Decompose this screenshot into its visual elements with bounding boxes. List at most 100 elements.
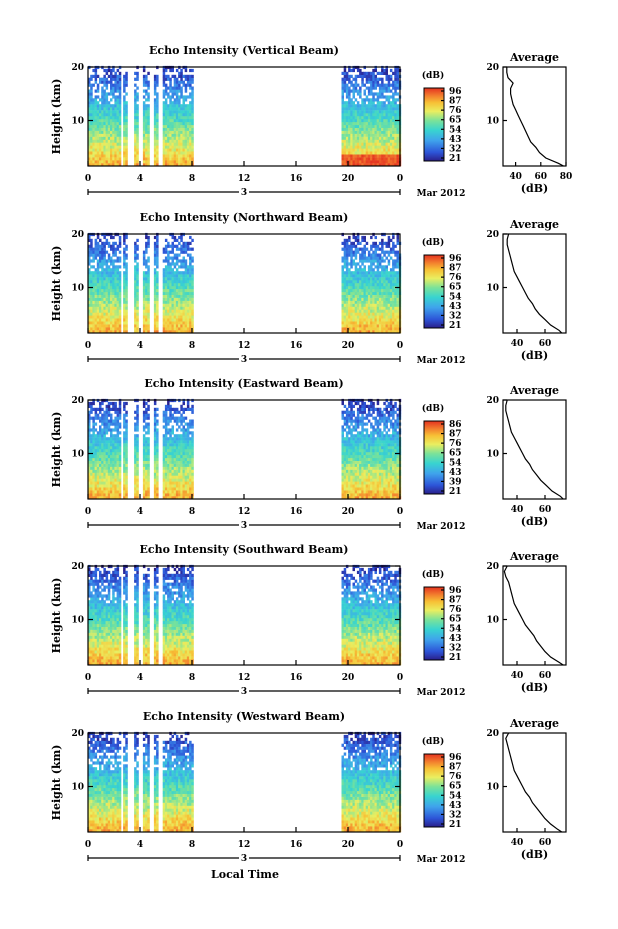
- heatmap-cell: [385, 124, 388, 128]
- heatmap-cell: [178, 86, 181, 90]
- heatmap-cell: [175, 297, 179, 301]
- heatmap-cell: [167, 407, 170, 411]
- heatmap-cell: [184, 110, 188, 114]
- heatmap-cell: [105, 463, 109, 467]
- heatmap-cell: [125, 446, 128, 450]
- heatmap-cell: [356, 68, 360, 73]
- heatmap-cell: [180, 457, 183, 461]
- heatmap-cell: [191, 130, 194, 134]
- heatmap-cell: [396, 312, 399, 316]
- heatmap-cell: [186, 104, 190, 108]
- heatmap-cell: [343, 285, 347, 290]
- heatmap-cell: [107, 466, 111, 470]
- heatmap-cell: [153, 163, 157, 167]
- heatmap-cell: [92, 431, 95, 435]
- heatmap-cell: [365, 154, 369, 158]
- heatmap-cell: [184, 83, 188, 87]
- heatmap-cell: [118, 95, 122, 99]
- heatmap-cell: [134, 312, 137, 316]
- heatmap-cell: [114, 151, 117, 155]
- heatmap-cell: [105, 419, 109, 423]
- heatmap-cell: [383, 160, 386, 164]
- heatmap-cell: [394, 250, 397, 254]
- heatmap-cell: [354, 86, 358, 90]
- heatmap-cell: [105, 478, 109, 482]
- heatmap-cell: [90, 315, 93, 319]
- heatmap-cell: [142, 101, 146, 105]
- heatmap-cell: [99, 80, 102, 84]
- average-y-tick-label: 20: [486, 230, 499, 240]
- heatmap-cell: [114, 463, 117, 467]
- heatmap-cell: [156, 98, 159, 102]
- heatmap-cell: [359, 157, 362, 161]
- heatmap-cell: [385, 136, 388, 140]
- heatmap-cell: [374, 250, 377, 254]
- heatmap-cell: [101, 434, 104, 438]
- heatmap-cell: [361, 148, 364, 152]
- heatmap-cell: [110, 407, 113, 411]
- heatmap-cell: [96, 160, 100, 164]
- heatmap-cell: [110, 490, 113, 494]
- heatmap-cell: [186, 496, 190, 500]
- heatmap-cell: [381, 130, 384, 134]
- heatmap-cell: [367, 151, 371, 155]
- heatmap-cell: [164, 89, 168, 93]
- heatmap-cell: [123, 241, 126, 245]
- heatmap-cell: [153, 133, 157, 137]
- heatmap-cell: [162, 157, 166, 161]
- heatmap-cell: [103, 280, 106, 284]
- heatmap-cell: [142, 77, 146, 81]
- heatmap-cell: [191, 89, 194, 93]
- heatmap-cell: [173, 265, 177, 269]
- heatmap-cell: [169, 443, 172, 447]
- heatmap-cell: [114, 130, 117, 134]
- heatmap-cell: [88, 160, 91, 164]
- heatmap-cell: [191, 291, 194, 295]
- heatmap-cell: [175, 154, 179, 158]
- heatmap-cell: [162, 475, 166, 479]
- heatmap-cell: [363, 265, 366, 269]
- heatmap-cell: [145, 463, 148, 467]
- heatmap-cell: [118, 410, 122, 414]
- heatmap-cell: [387, 127, 391, 131]
- heatmap-cell: [171, 428, 174, 432]
- heatmap-cell: [136, 104, 139, 108]
- heatmap-cell: [96, 116, 100, 120]
- heatmap-cell: [136, 280, 139, 284]
- heatmap-cell: [153, 77, 157, 81]
- heatmap-cell: [105, 274, 109, 278]
- heatmap-cell: [354, 250, 358, 254]
- heatmap-cell: [96, 443, 100, 447]
- heatmap-cell: [110, 294, 113, 298]
- heatmap-cell: [385, 280, 388, 284]
- heatmap-cell: [189, 124, 192, 128]
- heatmap-cell: [171, 300, 174, 304]
- heatmap-cell: [365, 306, 369, 310]
- heatmap-cell: [123, 413, 126, 417]
- heatmap-cell: [114, 139, 117, 143]
- heatmap-cell: [348, 315, 351, 319]
- heatmap-cell: [110, 148, 113, 152]
- heatmap-cell: [101, 277, 104, 281]
- heatmap-cell: [90, 472, 93, 476]
- heatmap-cell: [374, 151, 377, 155]
- heatmap-cell: [385, 71, 388, 75]
- heatmap-cell: [92, 484, 95, 488]
- heatmap-cell: [376, 291, 380, 295]
- heatmap-cell: [184, 139, 188, 143]
- heatmap-cell: [381, 303, 384, 307]
- heatmap-cell: [363, 104, 366, 108]
- heatmap-cell: [134, 303, 137, 307]
- heatmap-cell: [180, 277, 183, 281]
- heatmap-cell: [374, 142, 377, 146]
- heatmap-cell: [107, 475, 111, 479]
- heatmap-cell: [153, 291, 157, 295]
- heatmap-cell: [180, 92, 183, 96]
- heatmap-cell: [361, 157, 364, 161]
- heatmap-cell: [99, 113, 102, 117]
- heatmap-cell: [92, 151, 95, 155]
- heatmap-cell: [389, 101, 393, 105]
- heatmap-cell: [88, 496, 91, 500]
- heatmap-cell: [341, 104, 344, 108]
- heatmap-cell: [173, 101, 177, 105]
